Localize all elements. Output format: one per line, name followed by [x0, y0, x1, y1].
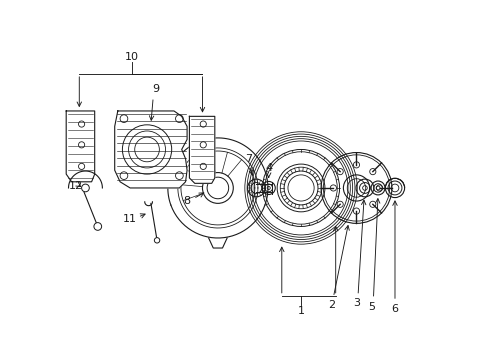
Text: 12: 12 [68, 181, 82, 191]
Text: 10: 10 [124, 52, 139, 62]
Text: 8: 8 [183, 196, 190, 206]
Text: 7: 7 [244, 154, 252, 164]
Polygon shape [115, 111, 187, 188]
Polygon shape [189, 116, 214, 183]
Text: 9: 9 [152, 84, 160, 94]
Text: 3: 3 [352, 298, 359, 309]
Text: 5: 5 [367, 302, 375, 311]
Text: 11: 11 [123, 214, 137, 224]
Text: 4: 4 [264, 163, 272, 173]
Text: 6: 6 [391, 304, 398, 314]
Circle shape [81, 184, 89, 192]
Circle shape [94, 222, 102, 230]
Circle shape [154, 238, 160, 243]
Text: 1: 1 [297, 306, 304, 316]
Text: 2: 2 [327, 300, 335, 310]
Polygon shape [66, 111, 95, 182]
